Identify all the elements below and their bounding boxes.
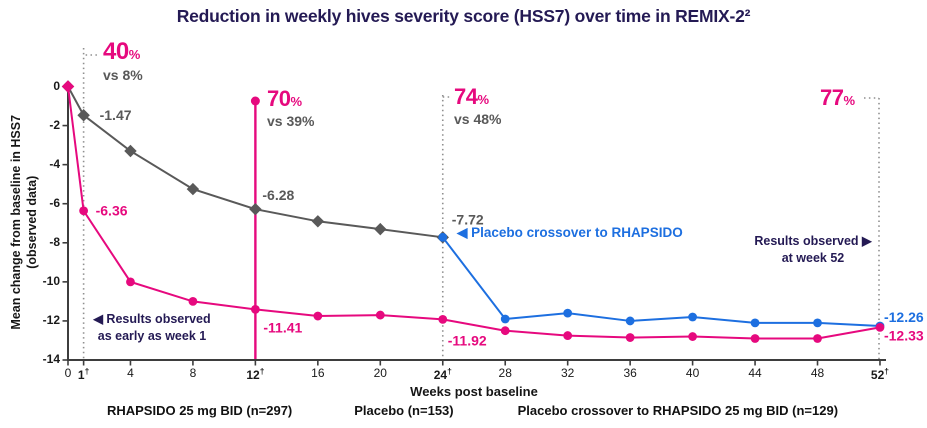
x-tick-label: 52† (870, 366, 890, 382)
series-2-marker (563, 308, 573, 318)
point-label: -12.33 (884, 327, 924, 343)
milestone-week1: 40% vs 8% (103, 38, 143, 83)
percent-sign: % (128, 47, 141, 62)
milestone-week24: 74% vs 48% (454, 84, 502, 127)
y-tick-label: -12 (42, 312, 60, 327)
y-tick-label: 0 (53, 78, 60, 93)
series-0-marker (750, 334, 760, 343)
point-label: -11.92 (448, 332, 487, 348)
series-0-marker (79, 206, 89, 216)
series-1-marker (186, 182, 200, 196)
milestone-week1-value: 40 (103, 38, 129, 65)
series-1-marker (311, 215, 325, 228)
series-0-marker (563, 331, 573, 340)
y-tick-label: -6 (49, 195, 60, 210)
note-results-week52: Results observed ▶ at week 52 (754, 234, 872, 265)
series-2-marker (500, 314, 510, 324)
y-tick-label: -10 (42, 273, 60, 288)
x-tick-label: 24† (433, 366, 452, 382)
point-label: -6.28 (262, 187, 294, 203)
x-axis-title: Weeks post baseline (410, 384, 538, 399)
legend-label: Placebo (n=153) (354, 403, 454, 418)
y-tick-label: -14 (42, 352, 60, 366)
x-tick-label: 1† (77, 366, 90, 382)
legend-label: Placebo crossover to RHAPSIDO 25 mg BID … (517, 403, 839, 418)
series-0-marker (375, 310, 385, 320)
series-0-marker (625, 333, 635, 342)
series-1-marker (124, 144, 137, 158)
crossover-marker-icon (500, 405, 511, 416)
series-1-line (67, 86, 443, 239)
series-0-marker (126, 277, 135, 287)
milestone-week52: 77% (820, 87, 855, 109)
rhapsido-marker-icon (89, 405, 100, 416)
point-label: -12.26 (884, 309, 924, 325)
x-tick-label: 12† (246, 366, 265, 382)
series-2-marker (813, 318, 822, 328)
x-tick-label: 4 (127, 366, 134, 380)
point-label: -11.41 (263, 319, 302, 335)
y-tick-label: -2 (49, 117, 60, 132)
legend: RHAPSIDO 25 mg BID (n=297) Placebo (n=15… (0, 403, 927, 418)
series-0-marker (688, 332, 697, 341)
milestone-week12: 70% vs 39% (267, 86, 315, 129)
series-2-marker (438, 232, 448, 242)
series-2-line (441, 236, 881, 328)
x-tick-label: 32 (560, 366, 575, 380)
legend-item-crossover: Placebo crossover to RHAPSIDO 25 mg BID … (500, 403, 838, 418)
series-0-marker (500, 326, 510, 336)
legend-label: RHAPSIDO 25 mg BID (n=297) (106, 403, 293, 418)
percent-sign: % (477, 92, 490, 107)
point-label: -7.72 (452, 211, 484, 227)
series-1-marker (77, 108, 90, 122)
series-2-marker (625, 316, 635, 326)
note-results-week1: ◀ Results observed as early as week 1 (93, 312, 211, 343)
series-0-marker (250, 305, 260, 314)
series-0-marker (813, 334, 822, 343)
y-tick-label: -4 (49, 156, 60, 171)
milestone-week1-vs: vs 8% (103, 67, 143, 83)
series-0-marker (438, 314, 448, 324)
series-0-marker (313, 311, 323, 321)
legend-item-placebo: Placebo (n=153) (338, 403, 453, 418)
series-0-marker (61, 80, 75, 93)
milestone-week12-value: 70 (267, 86, 291, 111)
x-tick-label: 28 (498, 366, 512, 380)
series-1-marker (374, 222, 387, 236)
series-2-marker (688, 312, 697, 322)
series-1-marker (249, 202, 262, 216)
x-tick-label: 48 (810, 366, 825, 380)
series-0-marker (188, 296, 198, 306)
refline-week12-dot (250, 96, 260, 106)
percent-sign: % (843, 93, 856, 108)
series-2-marker (750, 318, 760, 328)
chart-title: Reduction in weekly hives severity score… (176, 6, 751, 26)
milestone-week24-value: 74 (454, 84, 478, 109)
note-placebo-crossover: ◀ Placebo crossover to RHAPSIDO (457, 225, 683, 240)
point-label: -6.36 (96, 203, 128, 219)
percent-sign: % (290, 94, 303, 109)
x-tick-label: 40 (685, 366, 700, 380)
x-tick-label: 36 (623, 366, 637, 380)
x-tick-label: 16 (311, 366, 325, 380)
point-label: -1.47 (100, 107, 132, 123)
placebo-marker-icon (336, 404, 349, 417)
legend-item-rhapsido: RHAPSIDO 25 mg BID (n=297) (89, 403, 292, 418)
series-0-marker (875, 322, 885, 332)
milestone-week52-value: 77 (820, 85, 844, 110)
x-tick-label: 8 (189, 366, 197, 380)
y-tick-label: -8 (49, 234, 60, 249)
x-tick-label: 44 (748, 366, 762, 380)
milestone-week12-vs: vs 39% (267, 113, 315, 129)
milestone-week24-vs: vs 48% (454, 111, 502, 127)
x-tick-label: 20 (373, 366, 387, 380)
x-tick-label: 0 (64, 366, 72, 380)
